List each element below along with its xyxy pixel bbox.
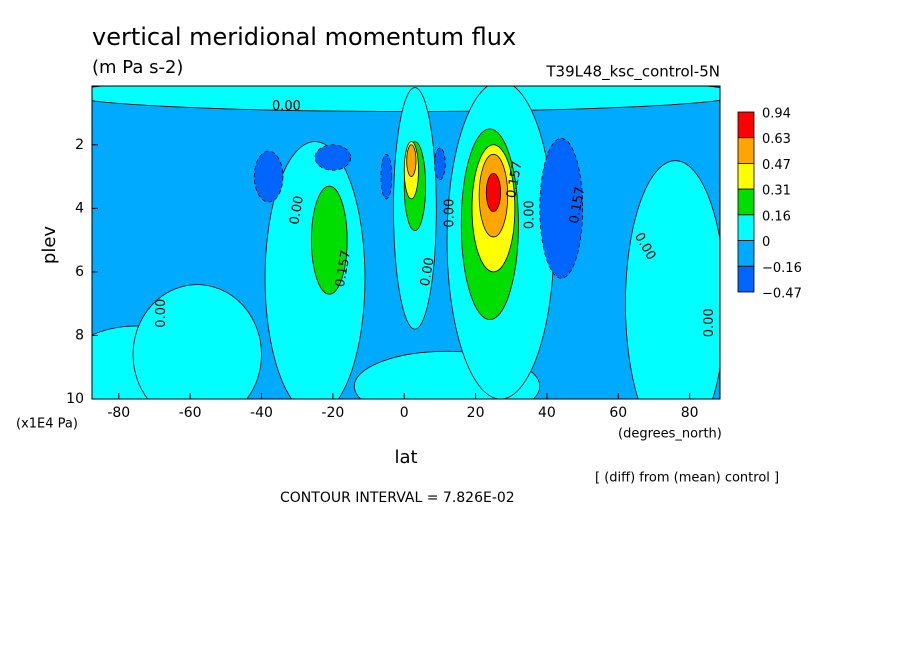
contour-region xyxy=(253,150,284,203)
contour-region xyxy=(434,147,446,181)
contour-label: 0.00 xyxy=(154,299,169,328)
x-tick-label: -60 xyxy=(179,405,202,421)
colorbar-label: 0.94 xyxy=(762,107,791,122)
y-tick-label: 2 xyxy=(75,137,84,153)
x-tick-label: 0 xyxy=(400,405,409,421)
contour-region xyxy=(380,153,393,200)
plot-frame xyxy=(91,85,721,400)
y-tick-label: 8 xyxy=(75,327,84,343)
contour-label: 0.157 xyxy=(504,160,525,199)
y-tick-label: 10 xyxy=(66,391,84,407)
colorbar-label: 0.63 xyxy=(762,132,791,147)
contour-label: 0.00 xyxy=(418,256,438,287)
x-tick-label: 80 xyxy=(681,405,699,421)
x-tick-label: -80 xyxy=(107,405,130,421)
colorbar-label: 0.31 xyxy=(762,184,791,199)
colorbar-label: 0.16 xyxy=(762,209,791,224)
colorbar-box xyxy=(737,214,755,241)
colorbar-box xyxy=(737,188,755,216)
chart-subtitle: (m Pa s-2) xyxy=(92,57,183,78)
x-tick-label: 60 xyxy=(609,405,627,421)
colorbar-label: −0.16 xyxy=(762,261,802,276)
contour-label: 0.00 xyxy=(442,199,457,228)
colorbar-box xyxy=(737,240,755,267)
contour-region xyxy=(406,144,417,177)
dataset-label: T39L48_ksc_control-5N xyxy=(545,63,720,82)
contour-label: 0.157 xyxy=(333,249,354,288)
x-tick-label: -40 xyxy=(250,405,273,421)
contour-region xyxy=(625,160,720,399)
note: [ (diff) from (mean) control ] xyxy=(595,471,779,486)
x-axis-label: lat xyxy=(394,447,417,468)
contour-label: 0.00 xyxy=(287,195,307,226)
x-tick-label: -20 xyxy=(321,405,344,421)
colorbar-label: −0.47 xyxy=(762,287,802,302)
overlay: -80 -60 -40 -20 0 20 40 60 80 2 4 6 8 10 0.94 0.63 0.47 0… xyxy=(66,85,802,421)
contour-label: 0.00 xyxy=(272,99,301,114)
contour-region xyxy=(132,284,262,399)
contour-label: 0.157 xyxy=(567,186,588,225)
contour-region xyxy=(314,144,352,171)
colorbar-box xyxy=(737,137,755,164)
x-tick-label: 40 xyxy=(538,405,556,421)
y-units: (x1E4 Pa) xyxy=(16,417,78,432)
x-units: (degrees_north) xyxy=(618,427,722,442)
x-tick-label: 20 xyxy=(467,405,485,421)
colorbar-box xyxy=(737,265,755,293)
y-tick-label: 4 xyxy=(75,200,84,216)
colorbar-box xyxy=(737,111,755,139)
contour-label: 0.00 xyxy=(522,200,537,229)
footer: CONTOUR INTERVAL = 7.826E-02 xyxy=(280,490,515,506)
contour-region xyxy=(311,185,348,295)
colorbar-label: 0.47 xyxy=(762,158,791,173)
contour-region xyxy=(539,138,584,279)
colorbar-box xyxy=(737,163,755,190)
chart-title: vertical meridional momentum flux xyxy=(92,23,516,51)
contour-region xyxy=(485,172,501,212)
colorbar-label: 0 xyxy=(762,235,770,250)
y-tick-label: 6 xyxy=(75,264,84,280)
contour-label: 0.00 xyxy=(702,308,717,337)
y-axis-label: plev xyxy=(39,226,60,265)
